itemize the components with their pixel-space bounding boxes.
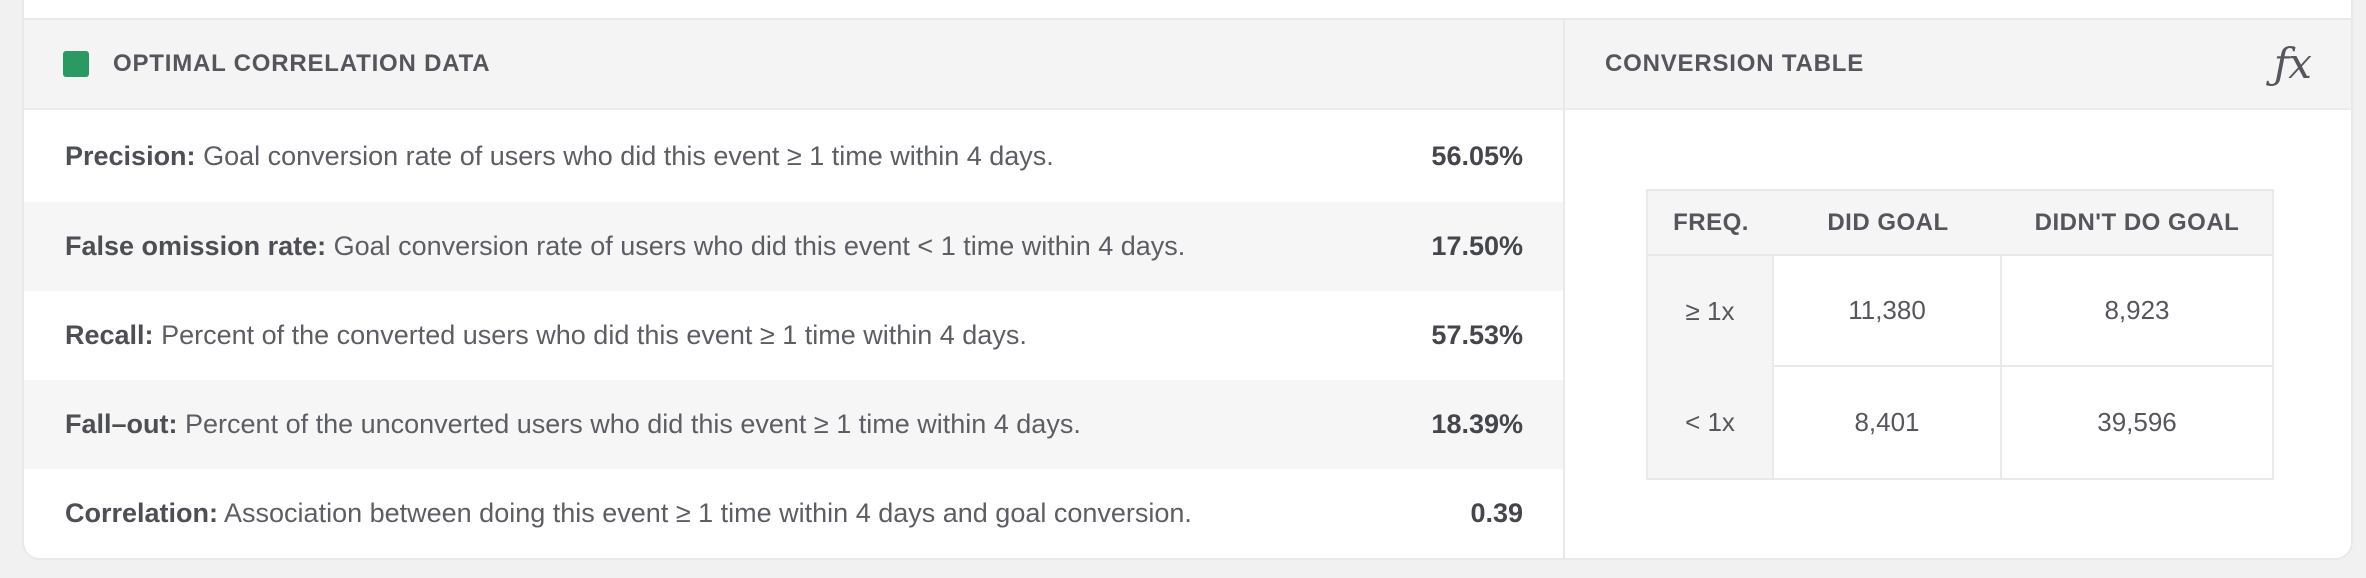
metric-label: Recall: bbox=[65, 320, 154, 350]
metric-label: False omission rate: bbox=[65, 231, 327, 261]
column-header-did-goal: DID GOAL bbox=[1774, 191, 2002, 256]
didnt-do-goal-cell: 39,596 bbox=[2097, 407, 2177, 437]
card-columns: OPTIMAL CORRELATION DATA Precision: Goal… bbox=[24, 20, 2351, 558]
optimal-correlation-title: OPTIMAL CORRELATION DATA bbox=[113, 50, 491, 77]
metric-value: 18.39% bbox=[1431, 409, 1523, 439]
conversion-table-header: CONVERSION TABLE ƒx bbox=[1565, 20, 2351, 110]
conversion-table-panel: CONVERSION TABLE ƒx FREQ. DID GOAL DIDN'… bbox=[1565, 20, 2351, 558]
formula-fx-icon[interactable]: ƒx bbox=[2273, 39, 2312, 88]
metric-value: 0.39 bbox=[1470, 498, 1523, 528]
metric-row-fall-out: Fall–out: Percent of the unconverted use… bbox=[24, 380, 1563, 469]
metric-label: Correlation: bbox=[65, 498, 219, 528]
did-goal-cell: 11,380 bbox=[1774, 256, 2002, 367]
freq-cell: < 1x bbox=[1648, 367, 1774, 478]
metric-row-recall: Recall: Percent of the converted users w… bbox=[24, 291, 1563, 380]
optimal-correlation-header: OPTIMAL CORRELATION DATA bbox=[24, 20, 1563, 110]
metric-text: Recall: Percent of the converted users w… bbox=[65, 320, 1027, 351]
conversion-table: FREQ. DID GOAL DIDN'T DO GOAL ≥ 1x 11,38… bbox=[1646, 189, 2274, 480]
metric-text: Precision: Goal conversion rate of users… bbox=[65, 141, 1054, 172]
metric-label: Fall–out: bbox=[65, 409, 178, 439]
metric-text: Fall–out: Percent of the unconverted use… bbox=[65, 409, 1081, 440]
conversion-table-area: FREQ. DID GOAL DIDN'T DO GOAL ≥ 1x 11,38… bbox=[1565, 110, 2351, 480]
metric-description: Goal conversion rate of users who did th… bbox=[333, 231, 1186, 261]
optimal-correlation-panel: OPTIMAL CORRELATION DATA Precision: Goal… bbox=[24, 20, 1565, 558]
metric-text: Correlation: Association between doing t… bbox=[65, 498, 1192, 529]
metric-label: Precision: bbox=[65, 140, 196, 171]
metric-rows: Precision: Goal conversion rate of users… bbox=[24, 110, 1563, 558]
metric-description: Goal conversion rate of users who did th… bbox=[203, 140, 1054, 171]
card-top-strip bbox=[24, 0, 2351, 20]
didnt-do-goal-cell: 8,923 bbox=[2002, 256, 2272, 367]
correlation-card: OPTIMAL CORRELATION DATA Precision: Goal… bbox=[22, 0, 2353, 560]
did-goal-cell: 8,401 bbox=[1774, 367, 2002, 478]
freq-cell: ≥ 1x bbox=[1648, 256, 1774, 367]
metric-row-correlation: Correlation: Association between doing t… bbox=[24, 469, 1563, 558]
metric-row-false-omission-rate: False omission rate: Goal conversion rat… bbox=[24, 202, 1563, 291]
metric-description: Percent of the converted users who did t… bbox=[161, 320, 1027, 350]
column-header-didnt-do-goal: DIDN'T DO GOAL bbox=[2002, 191, 2272, 256]
metric-row-precision: Precision: Goal conversion rate of users… bbox=[24, 110, 1563, 202]
column-header-freq: FREQ. bbox=[1648, 191, 1774, 256]
metric-value: 57.53% bbox=[1431, 320, 1523, 350]
metric-text: False omission rate: Goal conversion rat… bbox=[65, 231, 1185, 262]
metric-description: Association between doing this event ≥ 1… bbox=[224, 498, 1192, 528]
metric-description: Percent of the unconverted users who did… bbox=[185, 409, 1081, 439]
metric-value: 56.05% bbox=[1431, 140, 1523, 171]
legend-color-swatch bbox=[63, 51, 89, 77]
metric-value: 17.50% bbox=[1431, 231, 1523, 261]
conversion-table-title: CONVERSION TABLE bbox=[1605, 50, 1865, 77]
